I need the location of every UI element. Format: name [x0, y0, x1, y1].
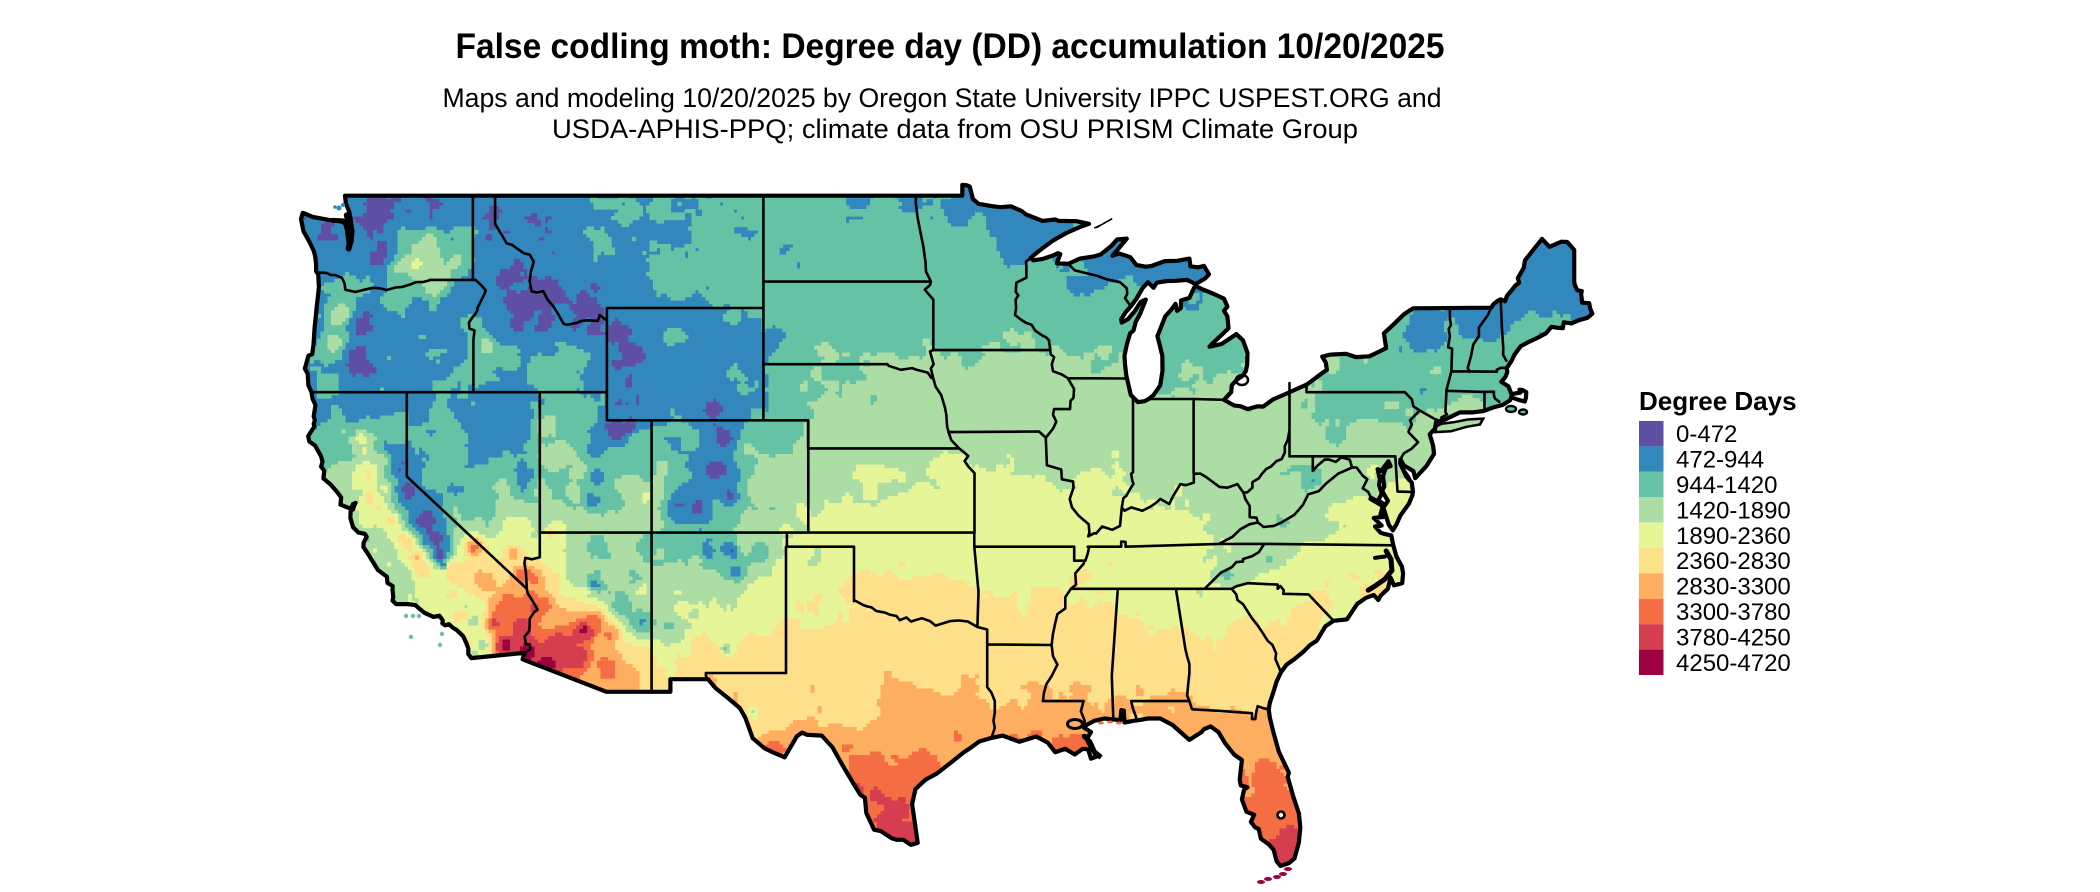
svg-text:Maps and modeling 10/20/2025 b: Maps and modeling 10/20/2025 by Oregon S… [443, 83, 1442, 113]
svg-text:4250-4720: 4250-4720 [1676, 650, 1791, 677]
svg-text:1890-2360: 1890-2360 [1676, 523, 1791, 550]
svg-text:0-472: 0-472 [1676, 421, 1737, 448]
svg-text:944-1420: 944-1420 [1676, 472, 1777, 499]
svg-text:472-944: 472-944 [1676, 447, 1764, 474]
svg-text:2360-2830: 2360-2830 [1676, 548, 1791, 575]
svg-text:False codling moth: Degree day: False codling moth: Degree day (DD) accu… [456, 27, 1445, 66]
svg-text:2830-3300: 2830-3300 [1676, 574, 1791, 601]
svg-text:3780-4250: 3780-4250 [1676, 624, 1791, 651]
svg-text:USDA-APHIS-PPQ; climate data f: USDA-APHIS-PPQ; climate data from OSU PR… [552, 114, 1358, 144]
svg-text:Degree Days: Degree Days [1639, 386, 1797, 416]
svg-text:1420-1890: 1420-1890 [1676, 497, 1791, 524]
svg-text:3300-3780: 3300-3780 [1676, 599, 1791, 626]
